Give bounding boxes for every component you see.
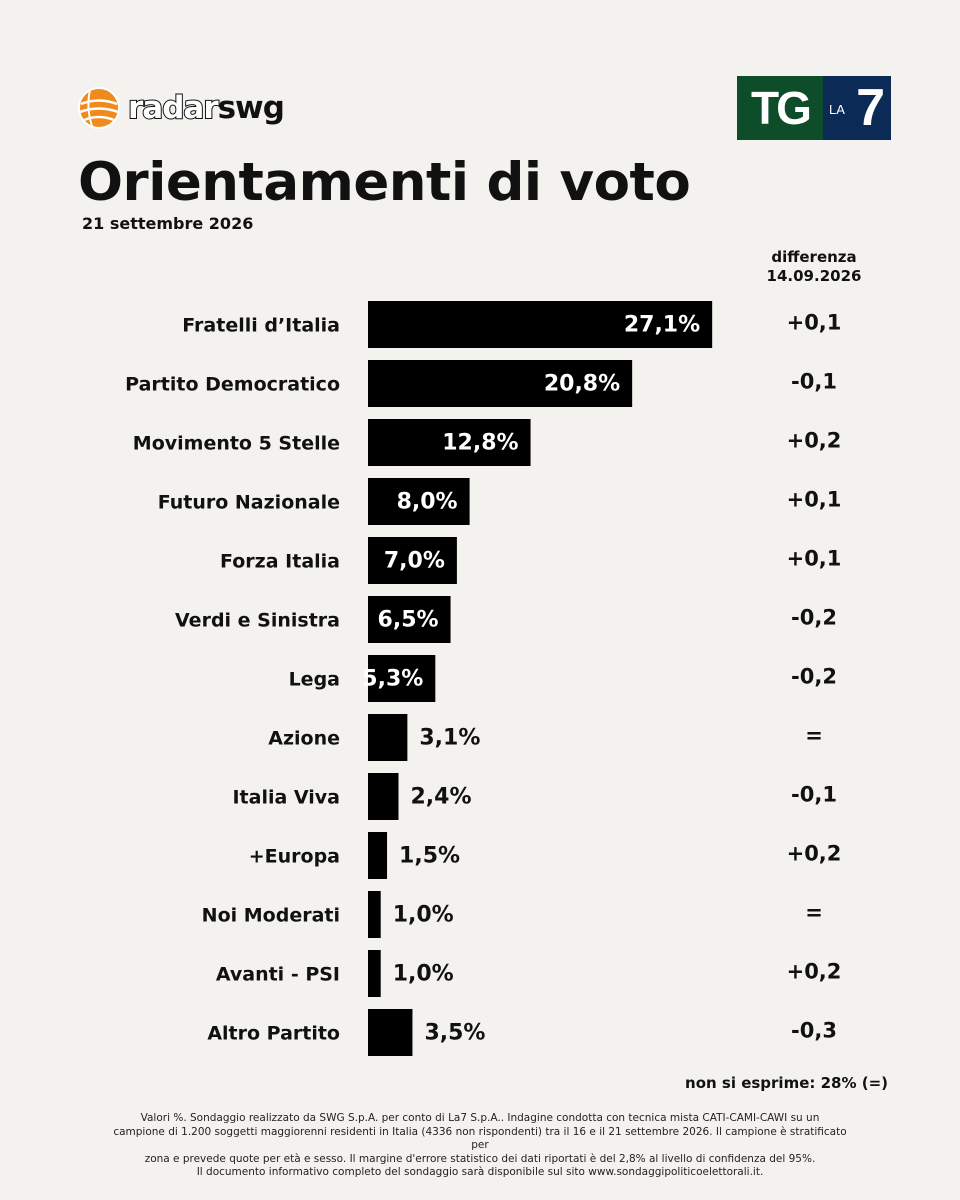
difference-value: = — [805, 724, 823, 748]
brand-name-part1: radar — [127, 89, 220, 127]
difference-value: -0,1 — [791, 783, 837, 807]
bar-value-label: 3,1% — [419, 726, 480, 751]
non-si-esprime-note: non si esprime: 28% (=) — [685, 1074, 888, 1092]
footnote-line: campione di 1.200 soggetti maggiorenni r… — [113, 1125, 847, 1152]
bar-category-label: Lega — [289, 669, 340, 691]
bar-category-label: Italia Viva — [232, 787, 340, 809]
bar-category-label: Forza Italia — [220, 551, 340, 573]
la7-logo-seven: 7 — [856, 79, 885, 137]
bar-category-label: Altro Partito — [207, 1023, 340, 1045]
difference-value: -0,2 — [791, 665, 837, 689]
brand-name: radarswg — [127, 89, 285, 127]
bar — [368, 950, 381, 997]
tg-logo-text: TG — [737, 76, 823, 140]
bar — [368, 832, 388, 879]
difference-header-line2: 14.09.2026 — [766, 267, 862, 285]
bar — [368, 537, 457, 584]
difference-column-header: differenza 14.09.2026 — [752, 248, 876, 286]
bar — [368, 596, 451, 643]
bar-category-label: +Europa — [249, 846, 340, 868]
bar — [368, 419, 531, 466]
bar-value-label: 7,0% — [384, 549, 445, 574]
bar-value-label: 27,1% — [624, 313, 700, 338]
difference-value: +0,1 — [787, 311, 842, 335]
bar-value-label: 1,0% — [393, 903, 454, 928]
bar-category-label: Fratelli d’Italia — [182, 315, 340, 337]
survey-date: 21 settembre 2026 — [82, 214, 254, 233]
difference-value: = — [805, 901, 823, 925]
bar-category-label: Azione — [268, 728, 340, 750]
bar — [368, 891, 381, 938]
difference-value: -0,2 — [791, 606, 837, 630]
brand-name-part2: swg — [217, 90, 285, 126]
orange-globe-icon — [78, 87, 120, 129]
bar — [368, 714, 408, 761]
difference-value: +0,1 — [787, 488, 842, 512]
brand-logo: radarswg — [76, 84, 285, 132]
bar-category-label: Partito Democratico — [125, 374, 340, 396]
bar-value-label: 8,0% — [397, 490, 458, 515]
bar-value-label: 2,4% — [410, 785, 471, 810]
bar-value-label: 6,5% — [378, 608, 439, 633]
bar-category-label: Noi Moderati — [202, 905, 340, 927]
bar-value-label: 20,8% — [544, 372, 620, 397]
bar — [368, 1009, 413, 1056]
la7-logo-la: LA — [829, 102, 845, 117]
methodology-footnote: Valori %. Sondaggio realizzato da SWG S.… — [110, 1112, 850, 1180]
footnote-line: zona e prevede quote per età e sesso. Il… — [144, 1152, 816, 1165]
difference-value: +0,2 — [787, 842, 842, 866]
bar-value-label: 12,8% — [442, 431, 518, 456]
bar — [368, 655, 436, 702]
bar-category-label: Avanti - PSI — [216, 964, 340, 986]
difference-value: +0,1 — [787, 547, 842, 571]
bar-category-label: Movimento 5 Stelle — [133, 433, 340, 455]
bar-value-label: 5,3% — [362, 667, 423, 692]
difference-value: +0,2 — [787, 429, 842, 453]
la7-logo-box: LA 7 — [823, 76, 891, 140]
bar-value-label: 1,0% — [393, 962, 454, 987]
difference-value: -0,3 — [791, 1019, 837, 1043]
bar — [368, 773, 399, 820]
difference-value: -0,1 — [791, 370, 837, 394]
tg-la7-logo: TG LA 7 — [737, 76, 891, 140]
footnote-line: Valori %. Sondaggio realizzato da SWG S.… — [140, 1112, 820, 1124]
difference-header-line1: differenza — [771, 248, 857, 266]
bar-category-label: Futuro Nazionale — [158, 492, 340, 514]
bar — [368, 360, 633, 407]
difference-value: +0,2 — [787, 960, 842, 984]
bar — [368, 301, 713, 348]
bar — [368, 478, 470, 525]
bar-value-label: 1,5% — [399, 844, 460, 869]
footnote-line: Il documento informativo completo del so… — [196, 1166, 764, 1178]
bar-category-label: Verdi e Sinistra — [175, 610, 340, 632]
bar-value-label: 3,5% — [424, 1021, 485, 1046]
page-title: Orientamenti di voto — [78, 152, 691, 213]
